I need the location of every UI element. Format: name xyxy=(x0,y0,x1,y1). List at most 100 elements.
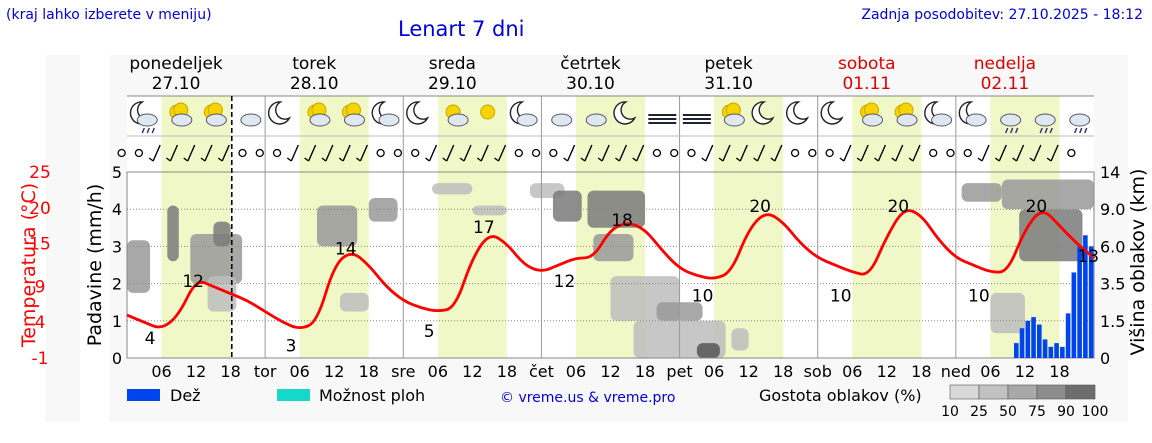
rain-bar xyxy=(1071,272,1077,358)
temperature-label: 13 xyxy=(1077,247,1099,267)
precip-axis-label: Padavine (mm/h) xyxy=(84,184,106,347)
rain-bar xyxy=(1042,339,1048,358)
moon-cloud-icon xyxy=(924,101,953,127)
wind-arrow xyxy=(584,144,593,162)
wind-calm-marker xyxy=(393,148,403,158)
sun-cloud-icon xyxy=(445,104,469,127)
x-tick: 06 xyxy=(151,362,171,381)
temperature-tick: 25 xyxy=(29,163,51,183)
day-name: sreda xyxy=(429,54,476,74)
precip-tick: 2 xyxy=(112,275,122,294)
partly-sunny-icon xyxy=(169,102,193,127)
partly-sunny-icon xyxy=(860,102,884,127)
day-name: nedelja xyxy=(974,54,1036,74)
wind-barb xyxy=(701,157,707,162)
wind-arrow xyxy=(325,144,334,162)
wind-arrow xyxy=(601,144,610,162)
wind-barb xyxy=(908,157,914,162)
wind-barb xyxy=(425,157,430,162)
rain-bar xyxy=(1088,246,1094,358)
cloudy-icon xyxy=(240,113,262,127)
cloud-height-tick: 3.5 xyxy=(1100,275,1125,294)
x-tick: 06 xyxy=(704,362,724,381)
density-swatch xyxy=(978,384,1009,400)
x-tick: čet xyxy=(529,362,554,381)
wind-calm-marker xyxy=(411,148,420,158)
temperature-tick: 9 xyxy=(35,277,46,297)
wind-barb xyxy=(355,157,361,162)
wind-arrow xyxy=(428,144,438,162)
legend-rain-swatch xyxy=(127,389,160,401)
moon-icon xyxy=(785,101,810,125)
moon-cloud-icon xyxy=(371,101,400,127)
precip-tick: 3 xyxy=(112,237,122,256)
wind-arrow xyxy=(912,144,921,162)
wind-arrow xyxy=(998,144,1007,162)
rain-bar xyxy=(1031,317,1036,358)
partly-sunny-icon xyxy=(894,102,918,127)
temperature-label: 17 xyxy=(473,218,495,238)
temperature-tick: -1 xyxy=(32,349,49,369)
wind-barb xyxy=(597,157,603,162)
day-name: sobota xyxy=(838,54,896,74)
cloud-height-tick: 14 xyxy=(1100,163,1120,182)
rain-bar xyxy=(1019,328,1025,358)
wind-barb xyxy=(580,157,586,162)
precip-tick: 1 xyxy=(112,312,122,331)
wind-arrow xyxy=(204,144,213,162)
x-tick: 18 xyxy=(220,362,240,381)
x-tick: 12 xyxy=(877,362,897,381)
partly-sunny-icon xyxy=(307,102,331,127)
cloud-density-cell xyxy=(552,190,582,222)
wind-barb xyxy=(286,157,292,162)
x-tick: 12 xyxy=(738,362,758,381)
cloud-density-cell xyxy=(731,328,749,351)
temperature-label: 12 xyxy=(182,272,204,292)
x-tick: tor xyxy=(254,362,277,381)
precip-tick: 5 xyxy=(112,163,122,182)
rain-bar xyxy=(1048,346,1054,358)
x-tick: 06 xyxy=(289,362,309,381)
legend-rain-label: Dež xyxy=(170,386,201,405)
wind-barb xyxy=(442,157,448,162)
day-band xyxy=(852,96,922,358)
density-swatch xyxy=(1065,384,1096,400)
density-level: 50 xyxy=(999,404,1017,420)
moon-cloud-icon xyxy=(958,101,987,127)
wind-calm-marker xyxy=(652,148,662,158)
density-level: 10 xyxy=(941,404,959,420)
x-tick: 12 xyxy=(324,362,344,381)
wind-arrow xyxy=(221,144,230,162)
cloud-density-cell xyxy=(127,240,151,293)
x-tick: 06 xyxy=(566,362,586,381)
cloud-density-cell xyxy=(1019,209,1083,262)
x-tick: 06 xyxy=(842,362,862,381)
wind-arrow xyxy=(463,144,472,162)
moon-icon xyxy=(751,101,775,125)
wind-calm-marker xyxy=(272,148,282,158)
wind-barb xyxy=(770,157,776,162)
day-name: ponedeljek xyxy=(129,54,223,74)
rain-bar xyxy=(1037,324,1042,358)
density-level: 100 xyxy=(1082,404,1109,420)
wind-arrow xyxy=(152,144,161,162)
precip-tick: 4 xyxy=(112,200,122,219)
rain-bar xyxy=(1060,346,1065,358)
x-tick: 18 xyxy=(773,362,793,381)
sun-icon xyxy=(480,104,496,120)
wind-calm-marker xyxy=(963,148,972,158)
x-tick: 12 xyxy=(186,362,206,381)
wind-arrow xyxy=(895,144,904,162)
temperature-tick: 15 xyxy=(29,235,51,255)
wind-arrow xyxy=(981,144,990,162)
wind-arrow xyxy=(1033,144,1042,162)
wind-arrow xyxy=(1050,144,1059,162)
x-tick: sob xyxy=(804,362,832,381)
plot-frame xyxy=(126,171,1095,359)
wind-barb xyxy=(166,157,171,162)
wind-calm-marker xyxy=(790,148,800,158)
density-level: 75 xyxy=(1028,404,1046,420)
temperature-label: 18 xyxy=(611,211,633,231)
density-level: 90 xyxy=(1057,404,1075,420)
